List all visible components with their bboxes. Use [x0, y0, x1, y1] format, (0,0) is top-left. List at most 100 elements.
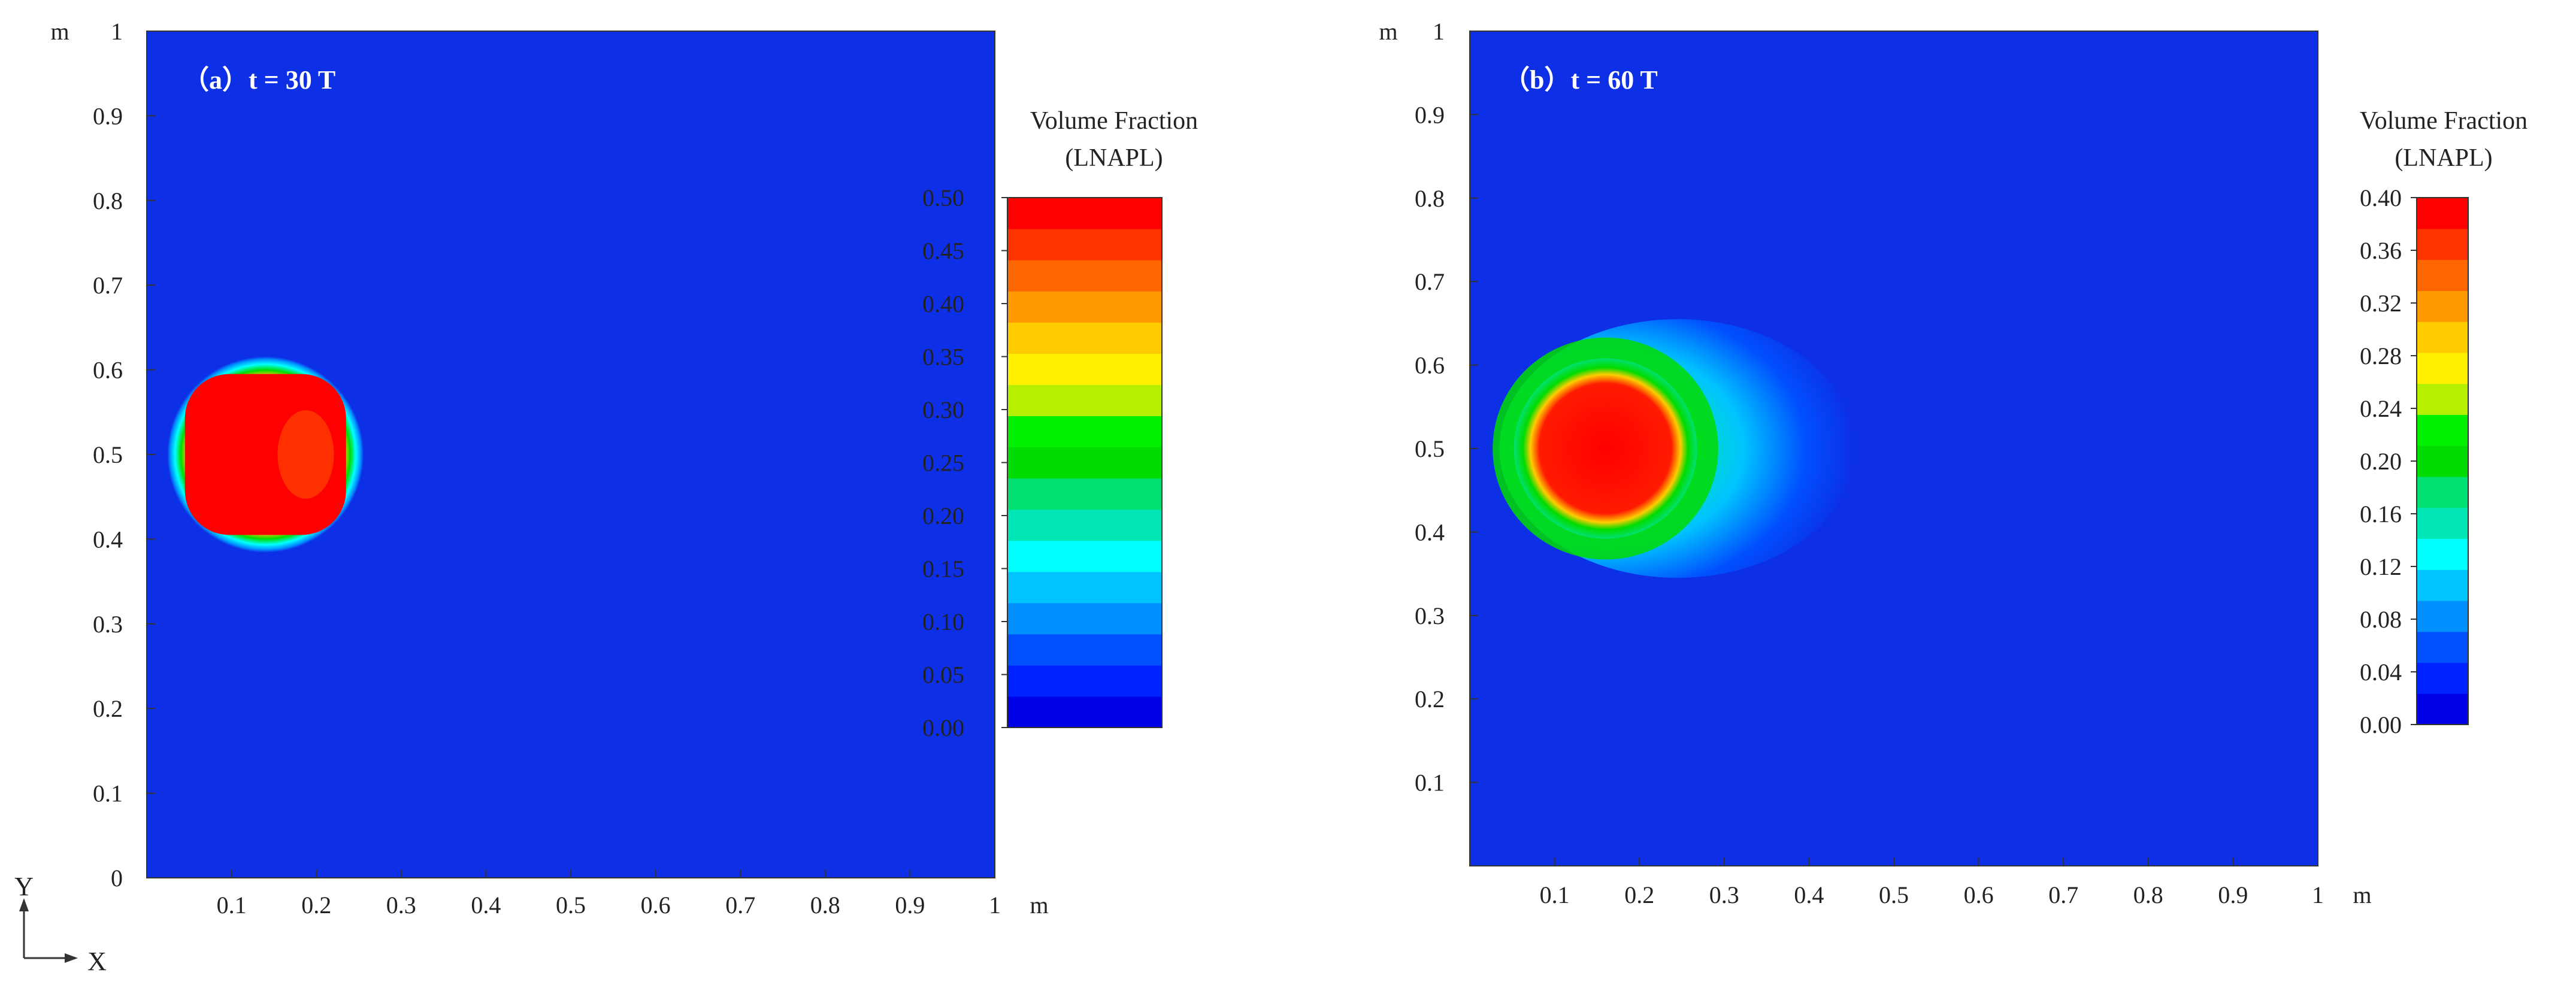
- panel-label: （a）t = 30 T: [183, 65, 335, 95]
- panel-label: （b）t = 60 T: [1503, 65, 1658, 95]
- colorbar-segment: [2417, 322, 2468, 353]
- colorbar-segment: [1007, 322, 1162, 354]
- plume-inner-variation: [277, 410, 334, 499]
- y-tick-label: 0.1: [1415, 769, 1445, 796]
- colorbar-tick-label: 0.35: [922, 344, 964, 371]
- y-axis-unit: m: [1379, 18, 1397, 45]
- y-tick-label: 0.4: [93, 526, 123, 553]
- colorbar-segment: [1007, 540, 1162, 572]
- y-tick-label: 1: [1433, 18, 1445, 45]
- y-axis-unit: m: [50, 18, 69, 45]
- plume-core: [1513, 358, 1697, 539]
- colorbar-tick-label: 0.10: [922, 608, 964, 635]
- y-tick-label: 0.3: [93, 611, 123, 638]
- y-tick-label: 0.9: [93, 102, 123, 129]
- colorbar-tick-label: 0.30: [922, 396, 964, 423]
- y-tick-label: 0.8: [1415, 185, 1445, 212]
- colorbar-tick-label: 0.32: [2360, 290, 2402, 317]
- x-tick-label: 0.4: [471, 892, 501, 919]
- colorbar-segment: [1007, 634, 1162, 666]
- colorbar-segment: [2417, 290, 2468, 322]
- colorbar-tick-label: 0.45: [922, 238, 964, 265]
- colorbar-segment: [2417, 352, 2468, 384]
- colorbar-segment: [2417, 476, 2468, 508]
- colorbar-title: Volume Fraction: [2360, 107, 2527, 135]
- colorbar-segment: [2417, 631, 2468, 663]
- colorbar-title: Volume Fraction: [1030, 107, 1198, 135]
- colorbar-segment: [1007, 696, 1162, 728]
- y-tick-label: 0.8: [93, 187, 123, 214]
- colorbar-segment: [1007, 447, 1162, 479]
- x-tick-label: 0.4: [1794, 881, 1824, 908]
- colorbar-tick-label: 0.36: [2360, 237, 2402, 264]
- y-tick-label: 0.2: [1415, 686, 1445, 713]
- colorbar-segment: [1007, 353, 1162, 385]
- colorbar-subtitle: (LNAPL): [2395, 144, 2492, 172]
- colorbar-tick-label: 0.00: [922, 714, 964, 741]
- colorbar-tick-label: 0.00: [2360, 711, 2402, 738]
- colorbar-segment: [1007, 198, 1162, 229]
- x-tick-label: 0.7: [2048, 881, 2078, 908]
- x-direction-label: X: [87, 947, 107, 976]
- colorbar-segment: [2417, 383, 2468, 415]
- colorbar-segment: [1007, 478, 1162, 510]
- colorbar-tick-label: 0.25: [922, 450, 964, 477]
- colorbar-subtitle: (LNAPL): [1065, 144, 1163, 172]
- colorbar-segment: [2417, 662, 2468, 694]
- colorbar-tick-label: 0.40: [2360, 184, 2402, 211]
- colorbar-segment: [2417, 446, 2468, 477]
- colorbar-tick-label: 0.12: [2360, 553, 2402, 580]
- x-tick-label: 0.8: [810, 892, 840, 919]
- colorbar-tick-label: 0.16: [2360, 501, 2402, 528]
- x-tick-label: 0.8: [2133, 881, 2163, 908]
- colorbar-tick-label: 0.28: [2360, 343, 2402, 369]
- colorbar-segment: [2417, 259, 2468, 291]
- y-tick-label: 0.5: [1415, 435, 1445, 462]
- panel-b: 0.1 0.2 0.3 0.4 0.5 0.6 0.7 0.8 0.9 1 0.1 0.2 0.3 0.4…: [1379, 18, 2527, 908]
- colorbar-segment: [2417, 569, 2468, 601]
- x-axis-unit: m: [2353, 881, 2371, 908]
- colorbar-segment: [2417, 600, 2468, 632]
- y-tick-label: 0.3: [1415, 602, 1445, 629]
- y-tick-label: 0.4: [1415, 519, 1445, 546]
- y-tick-label: 0.1: [93, 780, 123, 807]
- x-tick-label: 0.6: [641, 892, 671, 919]
- y-tick-label: 0.6: [1415, 352, 1445, 379]
- x-tick-label: 1: [2312, 881, 2324, 908]
- x-axis-unit: m: [1030, 892, 1048, 919]
- colorbar-segment: [1007, 384, 1162, 417]
- x-tick-label: 0.1: [217, 892, 247, 919]
- colorbar-tick-label: 0.08: [2360, 606, 2402, 633]
- colorbar-segment: [2417, 693, 2468, 725]
- colorbar-segment: [1007, 291, 1162, 323]
- y-tick-label: 0.2: [93, 695, 123, 722]
- x-tick-label: 0.9: [2218, 881, 2248, 908]
- panel-a: 0.1 0.2 0.3 0.4 0.5 0.6 0.7 0.8 0.9 1 0 0.1 0.2 0.3 0.…: [50, 18, 1198, 919]
- x-tick-label: 0.3: [1709, 881, 1739, 908]
- y-tick-label: 0: [111, 865, 123, 892]
- x-tick-label: 0.3: [386, 892, 416, 919]
- colorbar-segment: [1007, 229, 1162, 260]
- y-tick-label: 0.9: [1415, 101, 1445, 128]
- x-tick-label: 1: [989, 892, 1001, 919]
- y-tick-label: 1: [111, 18, 123, 45]
- axis-indicator: YX: [14, 872, 107, 976]
- x-tick-label: 0.5: [1879, 881, 1909, 908]
- colorbar-segment: [2417, 507, 2468, 540]
- y-tick-label: 0.7: [1415, 268, 1445, 295]
- x-tick-label: 0.7: [725, 892, 755, 919]
- colorbar-tick-label: 0.20: [2360, 448, 2402, 475]
- x-tick-label: 0.6: [1964, 881, 1994, 908]
- y-direction-arrowhead: [19, 898, 29, 911]
- colorbar-tick-label: 0.04: [2360, 659, 2402, 686]
- x-tick-label: 0.5: [556, 892, 586, 919]
- colorbar-segment: [1007, 260, 1162, 292]
- colorbar-tick-label: 0.20: [922, 502, 964, 529]
- y-tick-label: 0.6: [93, 357, 123, 384]
- colorbar-segment: [1007, 665, 1162, 697]
- colorbar-tick-label: 0.24: [2360, 395, 2402, 422]
- x-tick-label: 0.2: [1624, 881, 1654, 908]
- y-tick-label: 0.7: [93, 272, 123, 299]
- x-tick-label: 0.9: [895, 892, 925, 919]
